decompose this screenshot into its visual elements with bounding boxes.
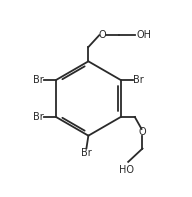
Text: Br: Br xyxy=(33,112,44,122)
Text: Br: Br xyxy=(81,148,92,158)
Text: Br: Br xyxy=(133,75,144,85)
Text: Br: Br xyxy=(33,75,44,85)
Text: O: O xyxy=(99,30,107,40)
Text: O: O xyxy=(139,127,146,137)
Text: HO: HO xyxy=(119,165,134,175)
Text: OH: OH xyxy=(136,30,151,40)
